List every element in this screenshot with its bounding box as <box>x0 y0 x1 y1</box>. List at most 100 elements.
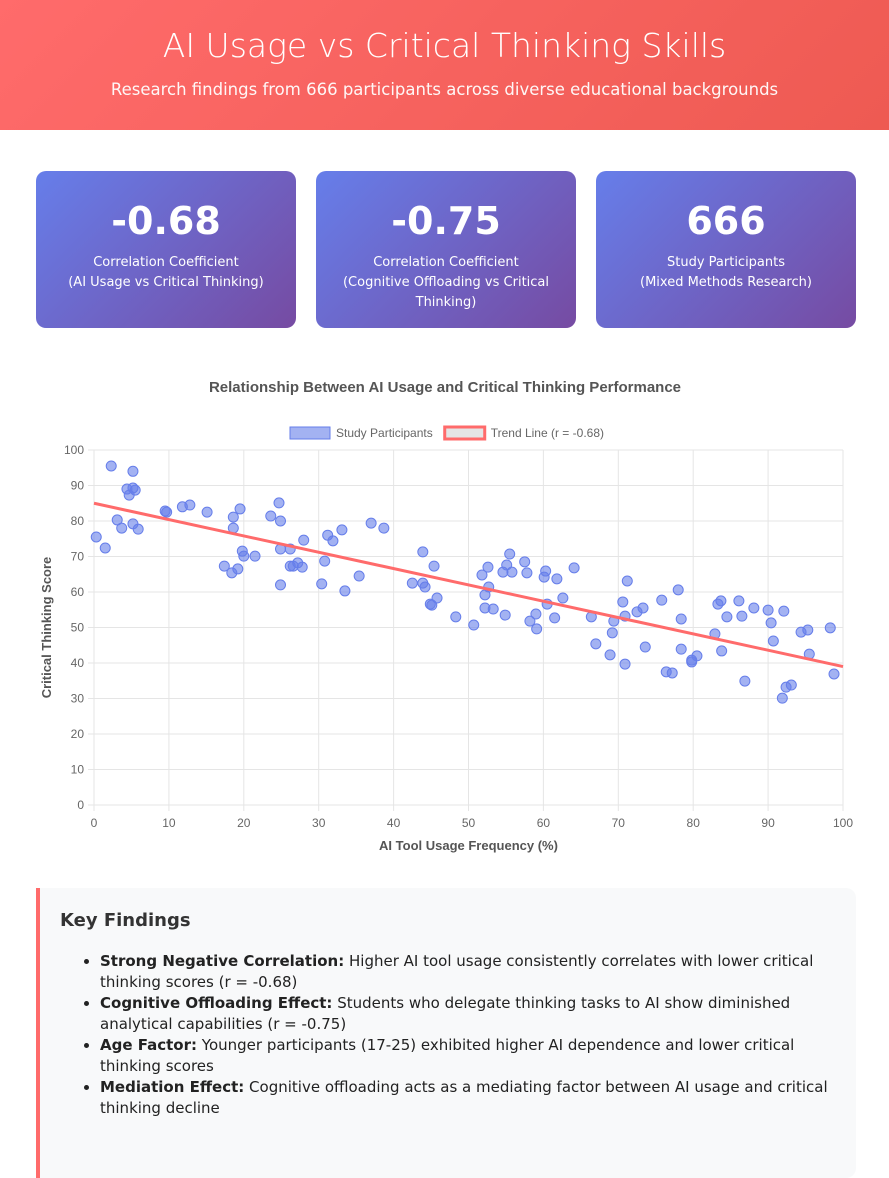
y-axis-label: Critical Thinking Score <box>39 557 54 699</box>
data-point <box>637 602 649 614</box>
data-point <box>378 522 390 534</box>
stat-value: 666 <box>686 199 766 243</box>
data-point <box>675 643 687 655</box>
data-point <box>519 556 531 568</box>
stat-note: (Cognitive Offloading vs Critical Thinki… <box>342 275 549 310</box>
data-point <box>656 594 668 606</box>
y-tick-label: 60 <box>71 585 85 599</box>
data-point <box>776 692 788 704</box>
finding-text: Cognitive offloading acts as a mediating… <box>100 1078 828 1117</box>
stat-label: Correlation Coefficient <box>93 255 239 270</box>
findings-title: Key Findings <box>60 910 191 931</box>
data-point <box>530 608 542 620</box>
page-title: AI Usage vs Critical Thinking Skills <box>162 26 727 65</box>
data-point <box>116 522 128 534</box>
legend-label[interactable]: Study Participants <box>336 426 433 440</box>
data-point <box>765 617 777 629</box>
data-point <box>540 565 552 577</box>
data-point <box>227 511 239 523</box>
chart: Relationship Between AI Usage and Critic… <box>39 379 853 853</box>
legend-swatch[interactable] <box>289 426 331 440</box>
y-tick-label: 70 <box>71 550 85 564</box>
y-tick-label: 100 <box>64 443 84 457</box>
data-point <box>748 602 760 614</box>
stat-note: (AI Usage vs Critical Thinking) <box>68 275 264 290</box>
x-tick-label: 60 <box>537 816 551 830</box>
finding: Strong Negative Correlation: Higher AI t… <box>100 951 836 993</box>
data-point <box>619 658 631 670</box>
chart-title: Relationship Between AI Usage and Critic… <box>209 379 681 396</box>
data-point <box>521 567 533 579</box>
data-point <box>132 523 144 535</box>
legend-swatch[interactable] <box>443 425 487 441</box>
legend-label[interactable]: Trend Line (r = -0.68) <box>491 426 604 440</box>
finding-term: Cognitive Offloading Effect: <box>100 994 333 1012</box>
stat-label-wrap: Study Participants (Mixed Methods Researc… <box>614 253 838 293</box>
data-point <box>617 596 629 608</box>
data-point <box>249 550 261 562</box>
data-point <box>339 585 351 597</box>
x-tick-label: 40 <box>387 816 401 830</box>
data-point <box>238 550 250 562</box>
data-point <box>531 623 543 635</box>
data-point <box>468 619 480 631</box>
data-point <box>733 595 745 607</box>
finding-text: Younger participants (17-25) exhibited h… <box>100 1036 795 1075</box>
data-point <box>499 609 511 621</box>
data-point <box>828 668 840 680</box>
data-point <box>218 560 230 572</box>
stat-label-wrap: Correlation Coefficient (Cognitive Offloa… <box>334 253 558 313</box>
data-point <box>606 627 618 639</box>
data-point <box>232 563 244 575</box>
stat-card: 666 Study Participants (Mixed Methods Rese… <box>596 171 856 328</box>
data-point <box>506 566 518 578</box>
data-point <box>327 535 339 547</box>
data-point <box>590 638 602 650</box>
data-point <box>298 534 310 546</box>
finding: Cognitive Offloading Effect: Students wh… <box>100 993 836 1035</box>
data-point <box>99 542 111 554</box>
finding-term: Age Factor: <box>100 1036 197 1054</box>
data-point <box>482 561 494 573</box>
y-tick-label: 80 <box>71 514 85 528</box>
data-point <box>201 506 213 518</box>
data-point <box>419 581 431 593</box>
x-tick-label: 70 <box>612 816 626 830</box>
x-tick-label: 50 <box>462 816 476 830</box>
data-point <box>672 584 684 596</box>
data-point <box>778 605 790 617</box>
data-point <box>273 497 285 509</box>
data-point <box>129 484 141 496</box>
finding-text: Students who delegate thinking tasks to … <box>100 994 791 1033</box>
x-tick-label: 90 <box>761 816 775 830</box>
data-point <box>524 615 536 627</box>
data-point <box>161 506 173 518</box>
stat-card: -0.68 Correlation Coefficient (AI Usage vs… <box>36 171 296 328</box>
data-point <box>234 503 246 515</box>
finding: Mediation Effect: Cognitive offloading a… <box>100 1077 836 1119</box>
stat-card: -0.75 Correlation Coefficient (Cognitive O… <box>316 171 576 328</box>
data-point <box>105 460 117 472</box>
data-point <box>767 635 779 647</box>
data-point <box>824 622 836 634</box>
data-point <box>785 679 797 691</box>
data-point <box>127 465 139 477</box>
data-point <box>428 560 440 572</box>
x-tick-label: 30 <box>312 816 326 830</box>
data-point <box>721 611 733 623</box>
data-point <box>487 603 499 615</box>
data-point <box>549 612 561 624</box>
data-point <box>557 592 569 604</box>
finding-term: Strong Negative Correlation: <box>100 952 345 970</box>
y-tick-label: 90 <box>71 479 85 493</box>
stat-label: Correlation Coefficient <box>373 255 519 270</box>
header: AI Usage vs Critical Thinking Skills Res… <box>0 0 889 130</box>
data-point <box>715 595 727 607</box>
x-tick-label: 100 <box>833 816 853 830</box>
x-tick-label: 10 <box>162 816 176 830</box>
data-point <box>739 675 751 687</box>
data-point <box>568 562 580 574</box>
stat-label: Study Participants <box>666 255 786 270</box>
data-point <box>336 524 348 536</box>
x-tick-label: 20 <box>237 816 251 830</box>
